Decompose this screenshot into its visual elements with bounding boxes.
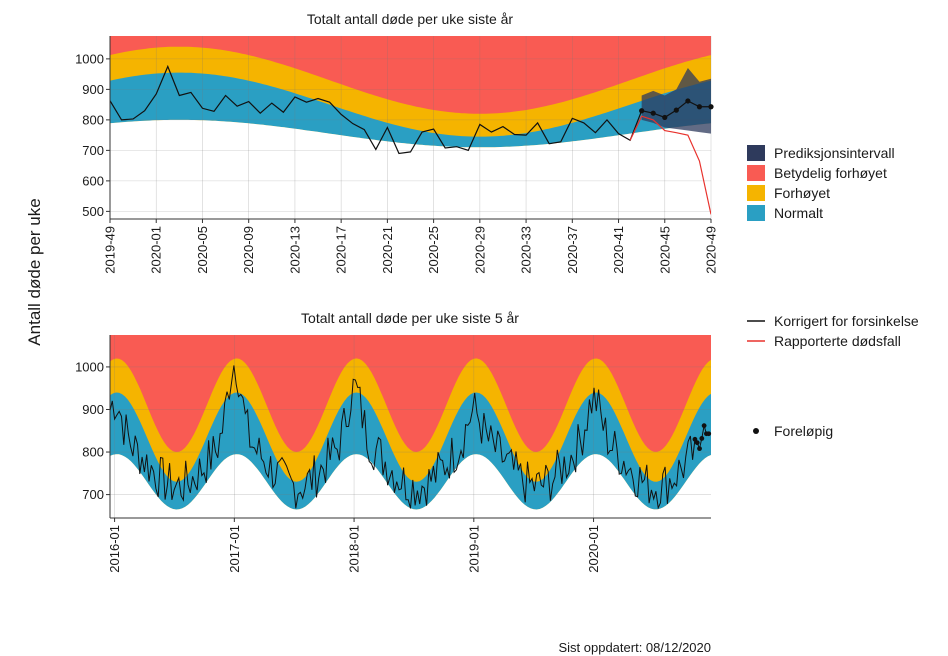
legend-label-elevated: Forhøyet bbox=[774, 185, 830, 201]
panel-2-preliminary-points bbox=[692, 423, 712, 452]
reported-line bbox=[629, 115, 711, 215]
corrected-line bbox=[110, 365, 709, 510]
prediction-interval-area bbox=[641, 68, 711, 134]
x-tick-label: 2020-01 bbox=[586, 525, 601, 573]
preliminary-point bbox=[696, 104, 703, 110]
panel-1-bands bbox=[110, 36, 711, 219]
legend-swatch-elevated bbox=[747, 185, 765, 201]
y-tick-label: 900 bbox=[82, 82, 104, 97]
x-tick-label: 2020-21 bbox=[380, 226, 395, 274]
preliminary-point bbox=[685, 98, 691, 104]
panel-2-bands bbox=[110, 335, 711, 518]
legend-label-normal: Normalt bbox=[774, 205, 823, 221]
x-tick-label: 2020-41 bbox=[611, 226, 626, 274]
normal-band bbox=[110, 392, 711, 510]
y-axis-label: Antall døde per uke bbox=[25, 198, 44, 345]
x-tick-label: 2020-37 bbox=[565, 226, 580, 274]
legend-label-prediction: Prediksjonsintervall bbox=[774, 145, 895, 161]
y-tick-label: 1000 bbox=[75, 359, 104, 374]
panel-1-preliminary-points bbox=[639, 98, 714, 121]
preliminary-point bbox=[650, 110, 656, 116]
legend-label-preliminary: Foreløpig bbox=[774, 423, 833, 439]
preliminary-point bbox=[708, 104, 714, 110]
panel-1-prediction-interval bbox=[641, 68, 711, 134]
x-tick-label: 2018-01 bbox=[347, 525, 362, 573]
legend-point-preliminary bbox=[753, 428, 759, 434]
panel-2-grid bbox=[110, 335, 711, 518]
panel-2-series bbox=[110, 365, 709, 510]
preliminary-point bbox=[697, 446, 702, 452]
x-tick-label: 2020-29 bbox=[472, 226, 487, 274]
y-tick-label: 600 bbox=[82, 173, 104, 188]
x-tick-label: 2020-33 bbox=[519, 226, 534, 274]
preliminary-point bbox=[673, 107, 679, 113]
preliminary-point bbox=[699, 436, 705, 441]
x-tick-label: 2020-09 bbox=[241, 226, 256, 274]
y-tick-label: 900 bbox=[82, 402, 104, 417]
x-tick-label: 2020-13 bbox=[287, 226, 302, 274]
below-normal-area bbox=[110, 454, 711, 518]
x-tick-label: 2020-17 bbox=[334, 226, 349, 274]
x-tick-label: 2020-25 bbox=[426, 226, 441, 274]
below-normal-area bbox=[110, 119, 711, 219]
preliminary-point bbox=[692, 436, 698, 442]
panel-2-title: Totalt antall døde per uke siste 5 år bbox=[301, 310, 519, 326]
legend-label-significant: Betydelig forhøyet bbox=[774, 165, 887, 181]
y-tick-label: 700 bbox=[82, 487, 104, 502]
preliminary-point bbox=[701, 423, 707, 429]
y-tick-label: 500 bbox=[82, 204, 104, 219]
x-tick-label: 2019-49 bbox=[103, 226, 118, 274]
panel-2-axes: 700 800 900 1000 2016-01 2017-01 2018-01 2019-0… bbox=[75, 335, 711, 573]
legend-label-corrected: Korrigert for forsinkelse bbox=[774, 313, 919, 329]
panel-1-series bbox=[110, 64, 711, 215]
y-tick-label: 700 bbox=[82, 143, 104, 158]
corrected-line bbox=[110, 64, 711, 155]
legend-label-reported: Rapporterte dødsfall bbox=[774, 333, 901, 349]
legend: Prediksjonsintervall Betydelig forhøyet … bbox=[747, 145, 919, 439]
panel-last-year: Totalt antall døde per uke siste år 500 6… bbox=[75, 11, 718, 274]
x-tick-label: 2017-01 bbox=[227, 525, 242, 573]
x-tick-label: 2020-49 bbox=[704, 226, 719, 274]
y-tick-label: 800 bbox=[82, 112, 104, 127]
y-tick-label: 800 bbox=[82, 445, 104, 460]
y-tick-label: 1000 bbox=[75, 51, 104, 66]
x-tick-label: 2019-01 bbox=[466, 525, 481, 573]
x-tick-label: 2020-05 bbox=[195, 226, 210, 274]
panel-1-axes: 500 600 700 800 900 1000 2019-49 2020-01 2020-05… bbox=[75, 36, 719, 274]
legend-swatch-significant bbox=[747, 165, 765, 181]
legend-swatch-prediction bbox=[747, 145, 765, 161]
preliminary-point bbox=[662, 114, 668, 121]
x-tick-label: 2020-01 bbox=[149, 226, 164, 274]
last-updated-text: Sist oppdatert: 08/12/2020 bbox=[558, 640, 711, 655]
preliminary-point bbox=[706, 431, 712, 437]
x-tick-label: 2020-45 bbox=[657, 226, 672, 274]
legend-swatch-normal bbox=[747, 205, 765, 221]
x-tick-label: 2016-01 bbox=[107, 525, 122, 573]
panel-1-title: Totalt antall døde per uke siste år bbox=[307, 11, 514, 27]
panel-last-5-years: Totalt antall døde per uke siste 5 år 70… bbox=[75, 310, 712, 573]
preliminary-point bbox=[639, 108, 645, 114]
normal-band bbox=[110, 72, 711, 148]
preliminary-point bbox=[694, 440, 700, 446]
